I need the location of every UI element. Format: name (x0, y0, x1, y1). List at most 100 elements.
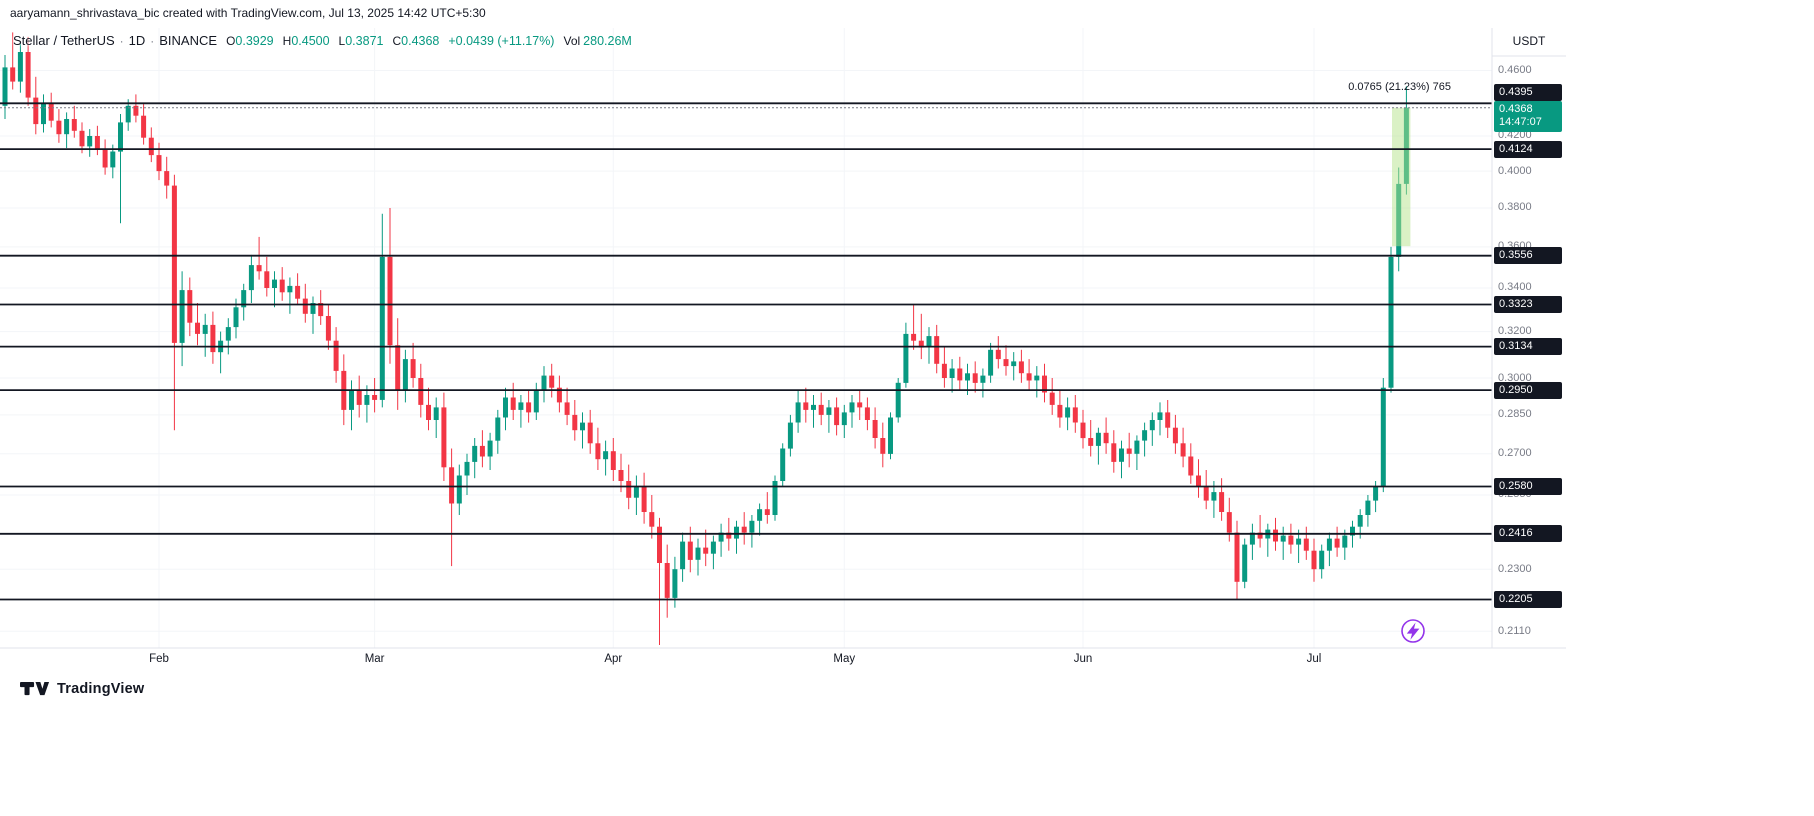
candle (325, 305, 331, 350)
candle (1172, 414, 1178, 454)
flash-icon[interactable] (1401, 619, 1425, 643)
candle (695, 538, 701, 576)
candle (410, 342, 416, 388)
candle (911, 305, 917, 350)
candle (780, 443, 786, 487)
candle (518, 395, 524, 428)
candle (1095, 427, 1101, 465)
price-range-measure[interactable] (1392, 107, 1411, 247)
candle (10, 32, 16, 90)
candle (87, 129, 93, 157)
candle (880, 422, 886, 468)
candle (1326, 532, 1332, 567)
time-axis-label: Jul (1306, 653, 1322, 665)
candle (1188, 443, 1194, 484)
candle (1265, 523, 1271, 557)
candle (441, 392, 447, 481)
candle (479, 430, 485, 468)
time-axis[interactable]: Feb Mar Apr May Jun Jul (0, 648, 1566, 676)
candle (1196, 459, 1201, 498)
candlestick-chart[interactable] (0, 0, 1566, 676)
chart-legend[interactable]: Stellar / TetherUS · 1D · BINANCE O0.392… (13, 33, 632, 48)
candle (610, 438, 616, 481)
legend-separator: · (150, 34, 155, 48)
candle (1103, 417, 1109, 454)
candle (349, 380, 354, 431)
time-axis-label: Mar (364, 653, 385, 665)
candle (749, 515, 755, 548)
candle (495, 409, 501, 454)
candle (1234, 520, 1240, 600)
candle (402, 349, 408, 403)
candle (118, 114, 123, 224)
candle (1296, 529, 1302, 563)
tradingview-footer[interactable]: TradingView (20, 678, 144, 699)
time-axis-label: Feb (149, 653, 169, 665)
candle (503, 387, 508, 431)
candle (926, 327, 932, 364)
candle (995, 336, 1001, 369)
price-axis-currency: USDT (1512, 34, 1546, 48)
candle (56, 109, 62, 143)
candle (1311, 538, 1317, 582)
candle (572, 400, 578, 441)
candle (803, 387, 809, 423)
tradingview-logo-text: TradingView (57, 680, 145, 697)
price-level-badge: 0.2580 (1494, 478, 1562, 496)
candle (549, 363, 555, 398)
price-level-badge: 0.4395 (1494, 83, 1562, 101)
candle (264, 256, 270, 297)
candle (1003, 345, 1009, 376)
candle (464, 453, 470, 495)
legend-low: L0.3871 (338, 34, 384, 48)
candle (895, 378, 901, 423)
candle (1334, 526, 1340, 557)
candle (849, 395, 855, 428)
candle (395, 318, 401, 410)
candle (1365, 495, 1371, 527)
candle (1280, 526, 1286, 560)
legend-interval[interactable]: 1D (128, 33, 146, 48)
candle (302, 283, 308, 323)
candle (1288, 523, 1294, 554)
price-axis[interactable]: USDT 0.4368 14:47:07 0.4600 0.4200 0.4000 0… (1492, 0, 1566, 674)
price-tick-label: 0.3200 (1498, 325, 1532, 338)
candle (64, 112, 70, 149)
price-tick-label: 0.4200 (1498, 129, 1532, 142)
legend-volume: Vol 280.26M (563, 34, 632, 48)
candle (372, 378, 378, 413)
candle (256, 236, 262, 280)
bar-countdown: 14:47:07 (1499, 116, 1542, 128)
legend-exchange[interactable]: BINANCE (159, 33, 218, 48)
price-level-badge: 0.3556 (1494, 247, 1562, 265)
time-axis-label: Apr (604, 653, 623, 665)
candle (1111, 430, 1117, 473)
legend-symbol[interactable]: Stellar / TetherUS (13, 33, 115, 48)
candle (1134, 435, 1140, 470)
candle (1057, 390, 1063, 428)
price-tick-label: 0.2850 (1498, 408, 1532, 421)
candle (17, 42, 23, 93)
candle (148, 127, 154, 163)
candle (472, 438, 478, 479)
legend-close: C0.4368 (392, 34, 440, 48)
candle (364, 385, 370, 423)
candle (934, 324, 940, 374)
candle (1226, 497, 1232, 542)
candle (171, 174, 177, 431)
candle (318, 290, 324, 325)
candle (1088, 420, 1094, 457)
tradingview-logo-icon (20, 681, 50, 696)
candle (1119, 440, 1124, 479)
candle (141, 104, 147, 145)
candle (533, 382, 539, 420)
candle (1065, 397, 1071, 431)
candle (202, 313, 208, 357)
candle (210, 311, 216, 364)
candle (1257, 515, 1263, 548)
candle (603, 440, 609, 476)
price-tick-label: 0.3000 (1498, 371, 1532, 384)
candle (564, 387, 570, 426)
candle (449, 448, 455, 567)
candle (71, 105, 77, 138)
